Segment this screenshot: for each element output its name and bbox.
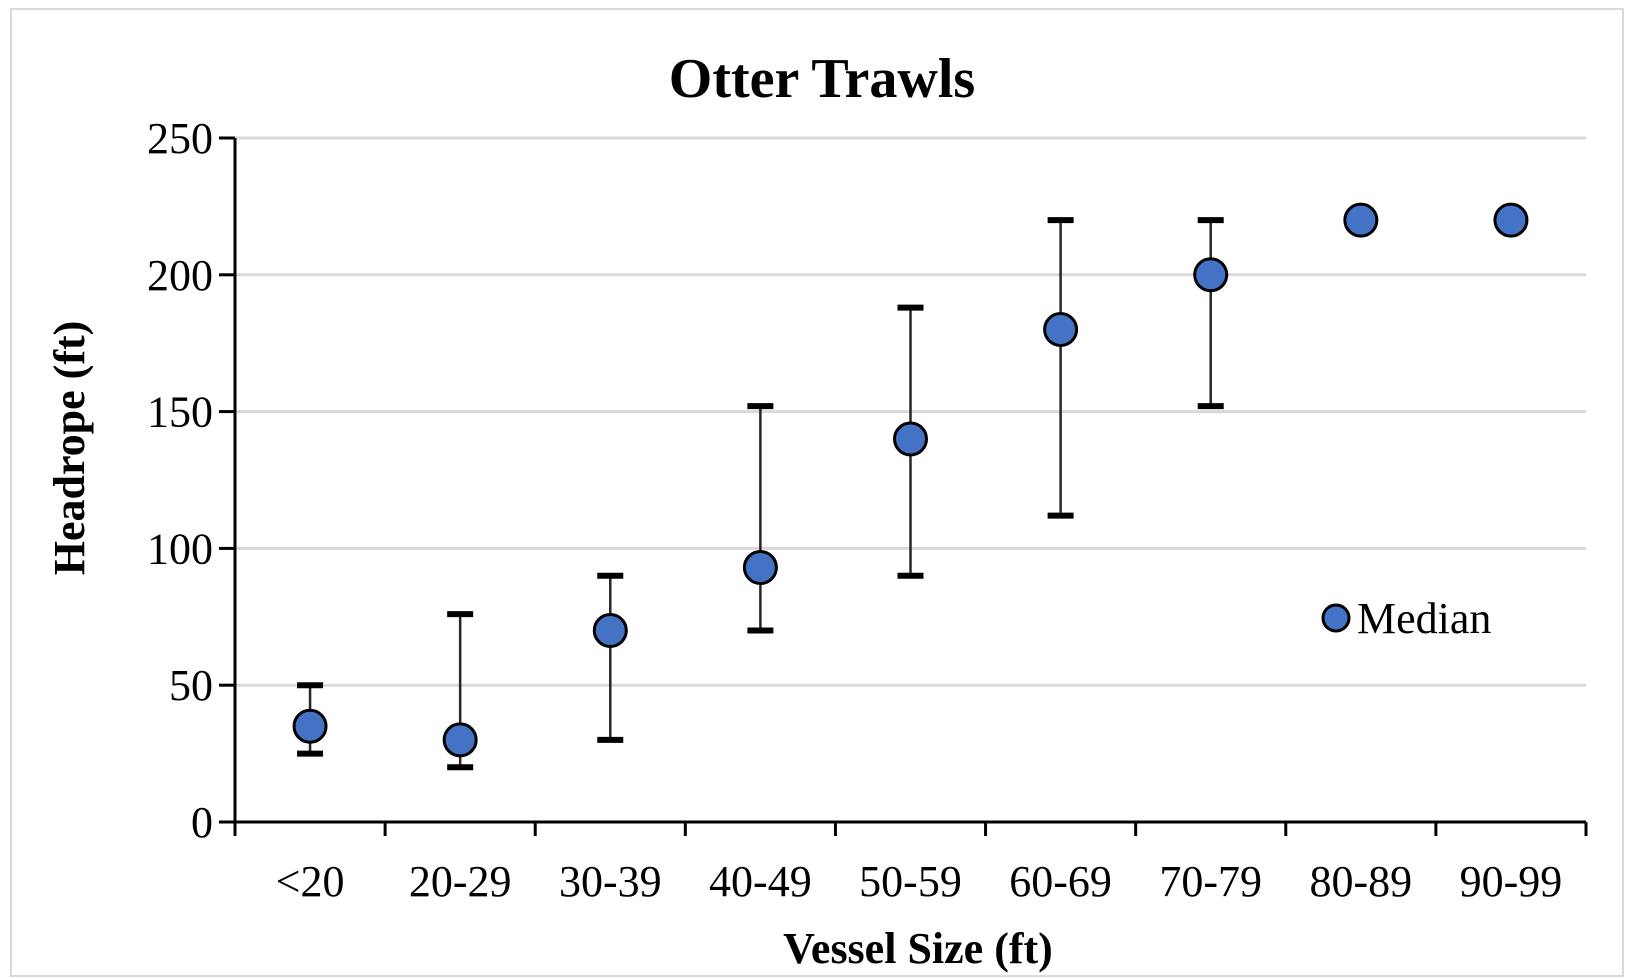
y-tick-label: 250 [147, 114, 213, 163]
axes [219, 136, 1588, 836]
legend: Median [1321, 594, 1491, 643]
chart-title: Otter Trawls [669, 48, 975, 110]
data-point [1343, 202, 1379, 238]
x-tick-labels: <20 20-29 30-39 40-49 50-59 60-69 70-79 80-89 90… [276, 857, 1563, 906]
chart-frame [10, 8, 1624, 977]
data-point [893, 421, 928, 457]
x-tick-label: 40-49 [709, 857, 812, 906]
error-bars [297, 217, 1224, 771]
error-bar [1047, 217, 1074, 519]
data-point [1493, 202, 1529, 238]
y-tick-label: 150 [147, 388, 213, 437]
x-axis-title: Vessel Size (ft) [783, 924, 1053, 973]
x-tick-label: 50-59 [859, 857, 962, 906]
x-tick-label: 90-99 [1460, 857, 1563, 906]
x-tick-label: 30-39 [559, 857, 662, 906]
x-tick-label: <20 [276, 857, 345, 906]
error-bar [747, 403, 774, 634]
data-point [1043, 312, 1079, 348]
legend-label: Median [1357, 594, 1491, 643]
data-point [742, 550, 778, 586]
x-tick-label: 20-29 [409, 857, 512, 906]
y-axis-title: Headrope (ft) [45, 321, 94, 576]
data-point [1193, 257, 1229, 293]
y-tick-label: 100 [147, 524, 213, 573]
y-tick-label: 0 [191, 798, 213, 847]
data-point [442, 722, 478, 758]
data-point [592, 612, 628, 648]
y-tick-labels: 0 50 100 150 200 250 [147, 114, 213, 847]
data-point [292, 708, 328, 744]
y-tick-label: 200 [147, 251, 213, 300]
error-bar [1197, 217, 1224, 410]
error-bar [597, 572, 624, 743]
x-tick-label: 80-89 [1310, 857, 1413, 906]
legend-marker [1321, 603, 1351, 633]
y-tick-label: 50 [169, 661, 213, 710]
x-tick-label: 60-69 [1009, 857, 1112, 906]
data-points [292, 202, 1529, 758]
x-tick-label: 70-79 [1159, 857, 1262, 906]
